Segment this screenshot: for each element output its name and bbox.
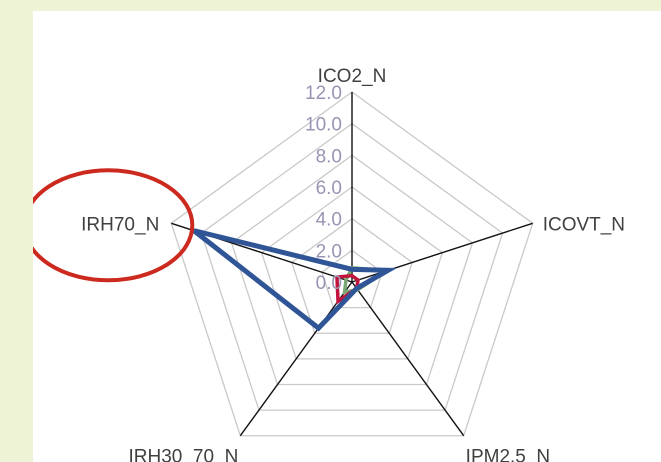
spoke-irh30-70-n <box>239 281 353 437</box>
radar-grid <box>170 91 534 437</box>
highlight-ellipse <box>33 168 195 283</box>
radial-tick-labels: 0.0 2.0 4.0 6.0 8.0 10.0 12.0 <box>305 83 342 294</box>
axis-label-ico2-n: ICO2_N <box>318 66 387 87</box>
tick-label-1: 2.0 <box>316 241 342 262</box>
tick-label-4: 8.0 <box>316 146 342 167</box>
tick-label-2: 4.0 <box>316 210 342 231</box>
tick-label-0: 0.0 <box>316 273 342 294</box>
radar-series <box>192 228 398 332</box>
gridline-ring-6 <box>170 91 534 437</box>
spoke-ipm2-5-n <box>351 281 465 437</box>
axis-label-irh70-n: IRH70_N <box>81 214 159 235</box>
axis-label-irh30-70-n: IRH30_70_N <box>128 447 238 462</box>
gridline-ring-4 <box>230 154 474 386</box>
tick-label-3: 6.0 <box>316 178 342 199</box>
category-labels: ICO2_N ICOVT_N IPM2.5_N IRH30_70_N IRH70_N <box>81 66 625 462</box>
gridline-ring-5 <box>200 122 504 411</box>
radar-chart: 0.0 2.0 4.0 6.0 8.0 10.0 12.0 ICO2_N ICOVT_N IPM… <box>33 66 625 462</box>
annotation-layer <box>33 168 195 283</box>
tick-label-5: 10.0 <box>305 115 342 136</box>
axis-label-icovt-n: ICOVT_N <box>543 214 625 235</box>
chart-panel: 0.0 2.0 4.0 6.0 8.0 10.0 12.0 ICO2_N ICOVT_N IPM… <box>33 11 661 462</box>
axis-label-ipm2-5-n: IPM2.5_N <box>466 447 550 462</box>
series-line-1 <box>192 228 398 332</box>
gridline-ring-3 <box>260 186 444 360</box>
tick-label-6: 12.0 <box>305 83 342 104</box>
